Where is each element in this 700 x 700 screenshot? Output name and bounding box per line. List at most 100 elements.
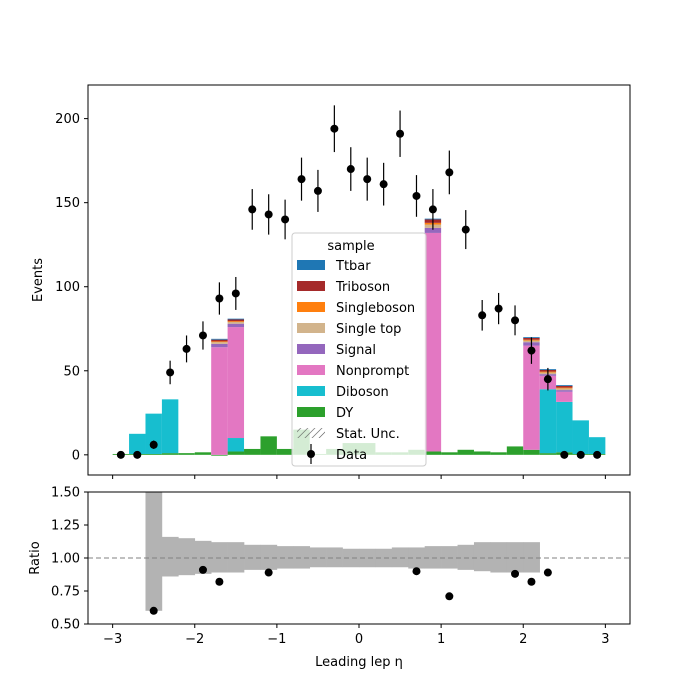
bar-dy: [260, 436, 277, 455]
bar-diboson: [161, 399, 179, 454]
data-point: [593, 450, 602, 459]
bar-dy: [194, 452, 212, 455]
ratio-point: [264, 568, 273, 577]
bar-single-top: [556, 388, 573, 391]
data-point: [133, 450, 142, 459]
ratio-band-bin: [326, 547, 343, 568]
ratio-points: [149, 565, 552, 615]
ratio-band-bin: [506, 542, 524, 573]
ratio-x-tick-label: −2: [185, 632, 204, 647]
ratio-point: [445, 592, 454, 601]
series-diboson: [129, 389, 606, 454]
ratio-point: [215, 577, 224, 586]
legend-swatch: [297, 323, 325, 333]
legend-swatch: [297, 386, 325, 396]
bar-diboson: [227, 438, 245, 452]
data-point: [166, 368, 175, 377]
data-point: [248, 205, 257, 214]
legend-entry: Nonprompt: [297, 364, 409, 379]
ratio-band-bin: [211, 542, 228, 573]
ratio-band-bin: [457, 544, 475, 570]
legend-label: Ttbar: [335, 259, 371, 274]
bar-dy: [473, 451, 491, 455]
legend-entry: Singleboson: [297, 301, 415, 316]
bar-dy: [490, 452, 507, 455]
legend-entry: Data: [307, 444, 367, 464]
bar-ttbar: [227, 318, 245, 320]
ratio-band-bin: [309, 547, 327, 568]
data-point: [478, 311, 487, 320]
bar-nonprompt: [556, 391, 573, 402]
data-point: [543, 375, 552, 384]
bar-diboson: [588, 437, 606, 454]
bar-signal: [424, 227, 442, 233]
main-y-tick-label: 0: [72, 448, 80, 463]
bar-diboson: [145, 413, 162, 454]
ratio-band-bin: [227, 542, 245, 573]
legend-entry: DY: [297, 406, 353, 421]
bar-signal: [227, 323, 245, 328]
bar-diboson: [572, 420, 589, 454]
bar-dy: [539, 453, 557, 455]
bar-dy: [178, 453, 195, 455]
data-point: [149, 440, 158, 449]
ratio-band-bin: [161, 536, 179, 577]
ratio-x-tick-label: 0: [355, 632, 363, 647]
data-point: [511, 316, 520, 325]
bar-singleboson: [227, 321, 245, 323]
legend-label: Diboson: [336, 385, 389, 400]
data-point: [560, 450, 569, 459]
ratio-point: [511, 569, 520, 578]
data-point: [198, 331, 207, 340]
bar-dy: [145, 453, 162, 455]
legend-swatch: [297, 428, 325, 438]
legend-swatch: [297, 407, 325, 417]
ratio-point: [527, 577, 536, 586]
bar-diboson: [129, 433, 146, 454]
data-point: [461, 225, 470, 234]
bar-singleboson: [556, 387, 573, 389]
data-point: [182, 344, 191, 353]
bar-nonprompt: [211, 347, 228, 455]
bar-dy: [227, 451, 245, 455]
ratio-band-bin: [293, 546, 311, 569]
data-point: [313, 186, 322, 195]
main-y-tick-label: 50: [63, 364, 80, 379]
ratio-band-bin: [244, 544, 261, 570]
data-point: [363, 175, 372, 184]
data-point: [297, 175, 306, 184]
bar-dy: [211, 454, 228, 456]
ratio-x-tick-label: 3: [601, 632, 609, 647]
bar-nonprompt: [523, 345, 540, 450]
bar-single-top: [211, 342, 228, 344]
main-y-tick-label: 100: [55, 280, 80, 295]
data-point: [412, 191, 421, 200]
legend-label: Nonprompt: [336, 364, 409, 379]
legend-entry: Single top: [297, 322, 401, 337]
legend-entry: Ttbar: [297, 259, 371, 274]
data-point: [330, 124, 339, 133]
ratio-point: [543, 568, 552, 577]
bar-dy: [523, 449, 540, 455]
bar-signal: [556, 390, 573, 392]
data-point: [264, 210, 273, 219]
legend-marker: [307, 450, 315, 458]
main-panel: 0 50 100 150 200 Events sample Ttbar Triboson Sin…: [31, 84, 631, 479]
x-axis-label: Leading lep η: [315, 655, 403, 670]
legend-box: [291, 232, 427, 467]
legend-swatch: [297, 365, 325, 375]
main-y-tick-label: 150: [55, 196, 80, 211]
data-point: [576, 450, 585, 459]
legend-label: Stat. Unc.: [336, 427, 400, 442]
bar-single-top: [227, 322, 245, 324]
ratio-y-tick-label: 1.50: [51, 486, 80, 501]
legend-entry: Diboson: [297, 385, 389, 400]
ratio-y-tick-label: 0.75: [51, 585, 80, 600]
ratio-x-tick-label: 1: [437, 632, 445, 647]
ratio-band-bin: [490, 542, 508, 573]
ratio-panel: −3 −2 −1 0 1 2 3 0.50 0.75 1.00 1.25 1.50 Ratio Leadi…: [28, 486, 631, 670]
ratio-band-bin: [424, 546, 442, 569]
bar-dy: [457, 449, 474, 455]
legend-entry: Signal: [297, 343, 376, 358]
